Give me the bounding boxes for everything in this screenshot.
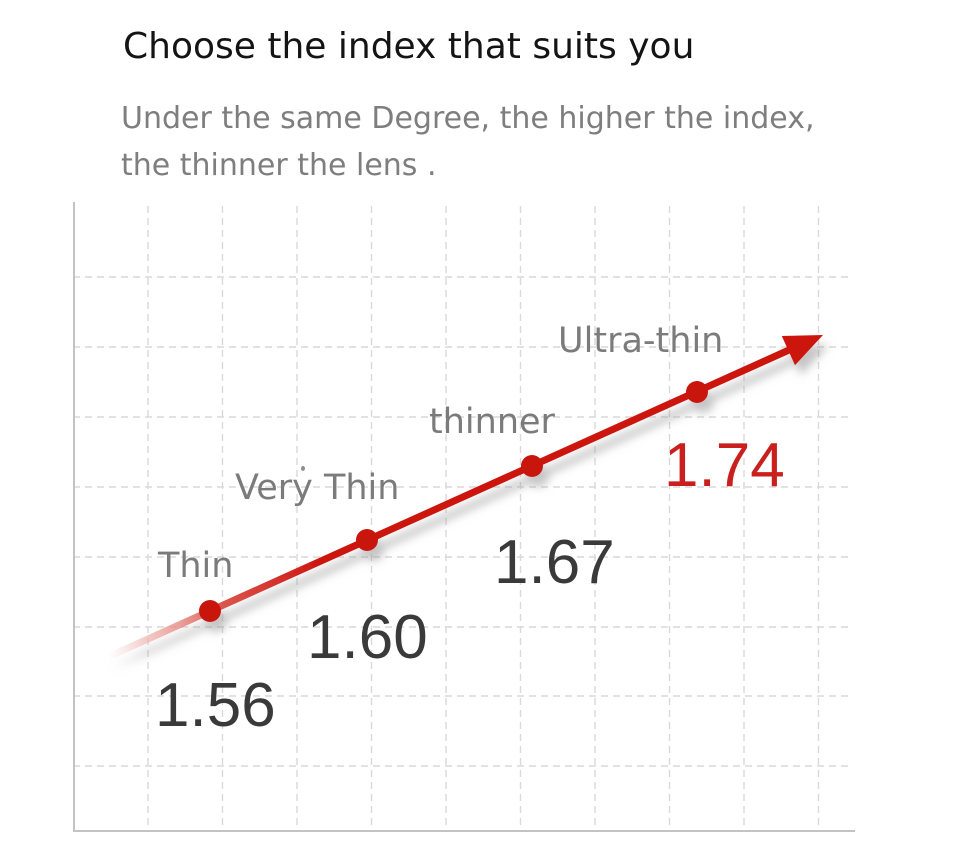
axis-border	[73, 202, 855, 832]
subtitle-line-2: the thinner the lens .	[121, 148, 437, 183]
chart-canvas	[73, 202, 855, 832]
point-value-1-74: 1.74	[664, 431, 785, 500]
point-label-ultra-thin: Ultra-thin	[558, 321, 724, 361]
point-value-1-56: 1.56	[155, 671, 276, 740]
point-label-thin: Thin	[158, 546, 234, 586]
data-point-dot-1-67	[521, 455, 543, 477]
trend-arrow-head	[781, 335, 823, 366]
data-point-dot-1-56	[199, 600, 221, 622]
point-value-1-60: 1.60	[307, 603, 428, 672]
artifact-speck	[301, 466, 305, 471]
point-label-thinner: thinner	[429, 402, 555, 442]
data-point-dot-1-74	[686, 381, 708, 403]
trend-arrow-line	[104, 346, 793, 661]
grid-lines	[73, 206, 852, 832]
chart-area: Thin Very Thin thinner Ultra-thin 1.56 1…	[73, 202, 855, 832]
page-title: Choose the index that suits you	[123, 26, 695, 67]
subtitle-line-1: Under the same Degree, the higher the in…	[121, 101, 815, 136]
point-label-very-thin: Very Thin	[235, 468, 400, 508]
page-subtitle: Under the same Degree, the higher the in…	[121, 95, 815, 189]
point-value-1-67: 1.67	[494, 528, 615, 597]
data-point-dot-1-60	[356, 529, 378, 551]
